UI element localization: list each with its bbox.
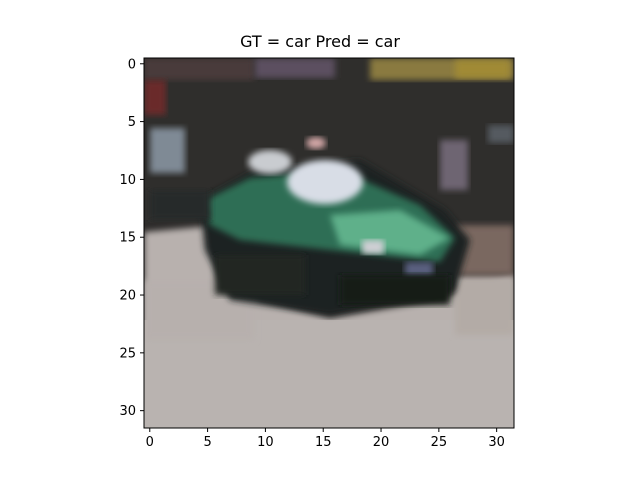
y-tick-label: 30: [119, 404, 136, 419]
car-windshield: [287, 160, 363, 204]
car-pink-light: [306, 137, 326, 149]
top-strip-mid: [255, 58, 335, 78]
plot-title: GT = car Pred = car: [240, 32, 400, 51]
right-window: [488, 125, 514, 143]
y-tick-label: 5: [128, 115, 136, 130]
y-tick-label: 15: [119, 231, 136, 246]
car-headlight: [362, 240, 384, 254]
left-dark-block: [150, 190, 210, 220]
left-red-patch: [144, 80, 166, 115]
car-bumper: [405, 262, 433, 276]
ground-right: [455, 275, 514, 335]
x-tick-label: 20: [373, 435, 390, 450]
y-tick-label: 10: [119, 173, 136, 188]
axes-frame: [143, 57, 515, 429]
x-tick-label: 15: [315, 435, 332, 450]
top-strip-left: [144, 58, 254, 80]
x-tick-label: 10: [257, 435, 274, 450]
right-pillar: [440, 140, 468, 190]
car-rear-dark: [215, 255, 305, 295]
car-underside: [340, 275, 450, 305]
left-bluish-block: [150, 128, 185, 173]
y-axis: 0 5 10 15 20 25 30: [119, 57, 144, 419]
x-tick-label: 5: [203, 435, 211, 450]
x-tick-label: 25: [431, 435, 448, 450]
car-body-highlight: [330, 210, 450, 255]
x-tick-label: 30: [488, 435, 505, 450]
image-area: [144, 58, 514, 428]
y-tick-label: 25: [119, 346, 136, 361]
x-tick-label: 0: [146, 435, 154, 450]
top-strip-gold: [455, 60, 510, 78]
y-tick-label: 20: [119, 289, 136, 304]
car-roof: [248, 150, 292, 174]
y-tick-label: 0: [128, 57, 136, 72]
x-axis: 0 5 10 15 20 25 30: [146, 428, 505, 450]
